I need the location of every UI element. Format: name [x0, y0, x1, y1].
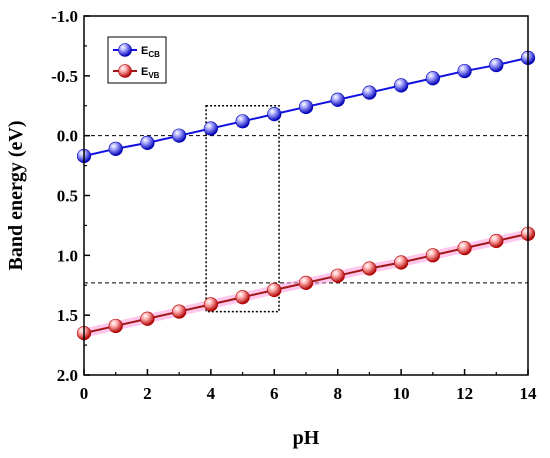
- legend-frame: [107, 36, 167, 84]
- y-axis-title: Band energy (eV): [5, 121, 27, 271]
- x-tick-label: 2: [143, 384, 152, 403]
- y-tick-label: 0.0: [57, 127, 78, 146]
- data-point-cb: [425, 71, 440, 86]
- data-point-vb: [267, 282, 282, 298]
- data-point-cb: [267, 107, 282, 122]
- data-point-vb: [235, 290, 250, 305]
- legend-marker: [118, 64, 132, 78]
- data-point-vb: [394, 255, 409, 270]
- series-layer: [76, 50, 536, 341]
- legend-label-subscript: CB: [148, 50, 160, 59]
- x-tick-label: 10: [393, 384, 410, 403]
- data-point-vb: [425, 248, 440, 263]
- highlight-rectangle: [205, 105, 280, 313]
- y-tick-label: -0.5: [51, 67, 78, 86]
- reference-lines: [84, 135, 528, 284]
- legend-label-subscript: VB: [148, 71, 159, 80]
- data-point-cb: [362, 85, 377, 100]
- y-tick-label: 0.5: [57, 187, 78, 206]
- x-tick-label: 6: [270, 384, 279, 403]
- data-point-cb: [489, 57, 504, 73]
- data-point-vb: [140, 311, 155, 326]
- data-point-cb: [235, 114, 250, 129]
- data-point-cb: [298, 99, 314, 115]
- highlight-box: [205, 105, 280, 313]
- data-point-cb: [172, 128, 187, 143]
- y-tick-label: 1.5: [57, 306, 78, 325]
- y-axis: -1.0 -0.5 0.0 0.5 1.0 1.5 2.0: [51, 7, 90, 385]
- data-point-vb: [330, 268, 345, 283]
- data-point-cb: [108, 141, 123, 156]
- legend-marker: [118, 43, 132, 57]
- x-tick-label: 14: [520, 384, 538, 403]
- data-point-cb: [330, 92, 345, 107]
- data-point-vb: [489, 233, 504, 249]
- data-point-vb: [298, 275, 314, 290]
- x-tick-label: 0: [80, 384, 89, 403]
- data-point-cb: [203, 121, 218, 136]
- x-axis: 0 2 4 6 8 10 12 14: [80, 369, 537, 403]
- x-axis-title: pH: [293, 427, 320, 449]
- data-point-vb: [457, 241, 472, 256]
- x-tick-label: 8: [333, 384, 342, 403]
- data-point-cb: [394, 78, 409, 93]
- y-tick-label: -1.0: [51, 7, 78, 26]
- y-tick-label: 2.0: [57, 366, 78, 385]
- data-point-cb: [457, 63, 472, 79]
- y-tick-label: 1.0: [57, 246, 78, 265]
- data-point-cb: [140, 135, 155, 150]
- data-point-vb: [362, 261, 377, 276]
- data-point-vb: [172, 304, 187, 319]
- x-tick-label: 12: [456, 384, 473, 403]
- x-tick-label: 4: [207, 384, 216, 403]
- data-point-vb: [108, 318, 123, 334]
- data-point-vb: [203, 297, 218, 312]
